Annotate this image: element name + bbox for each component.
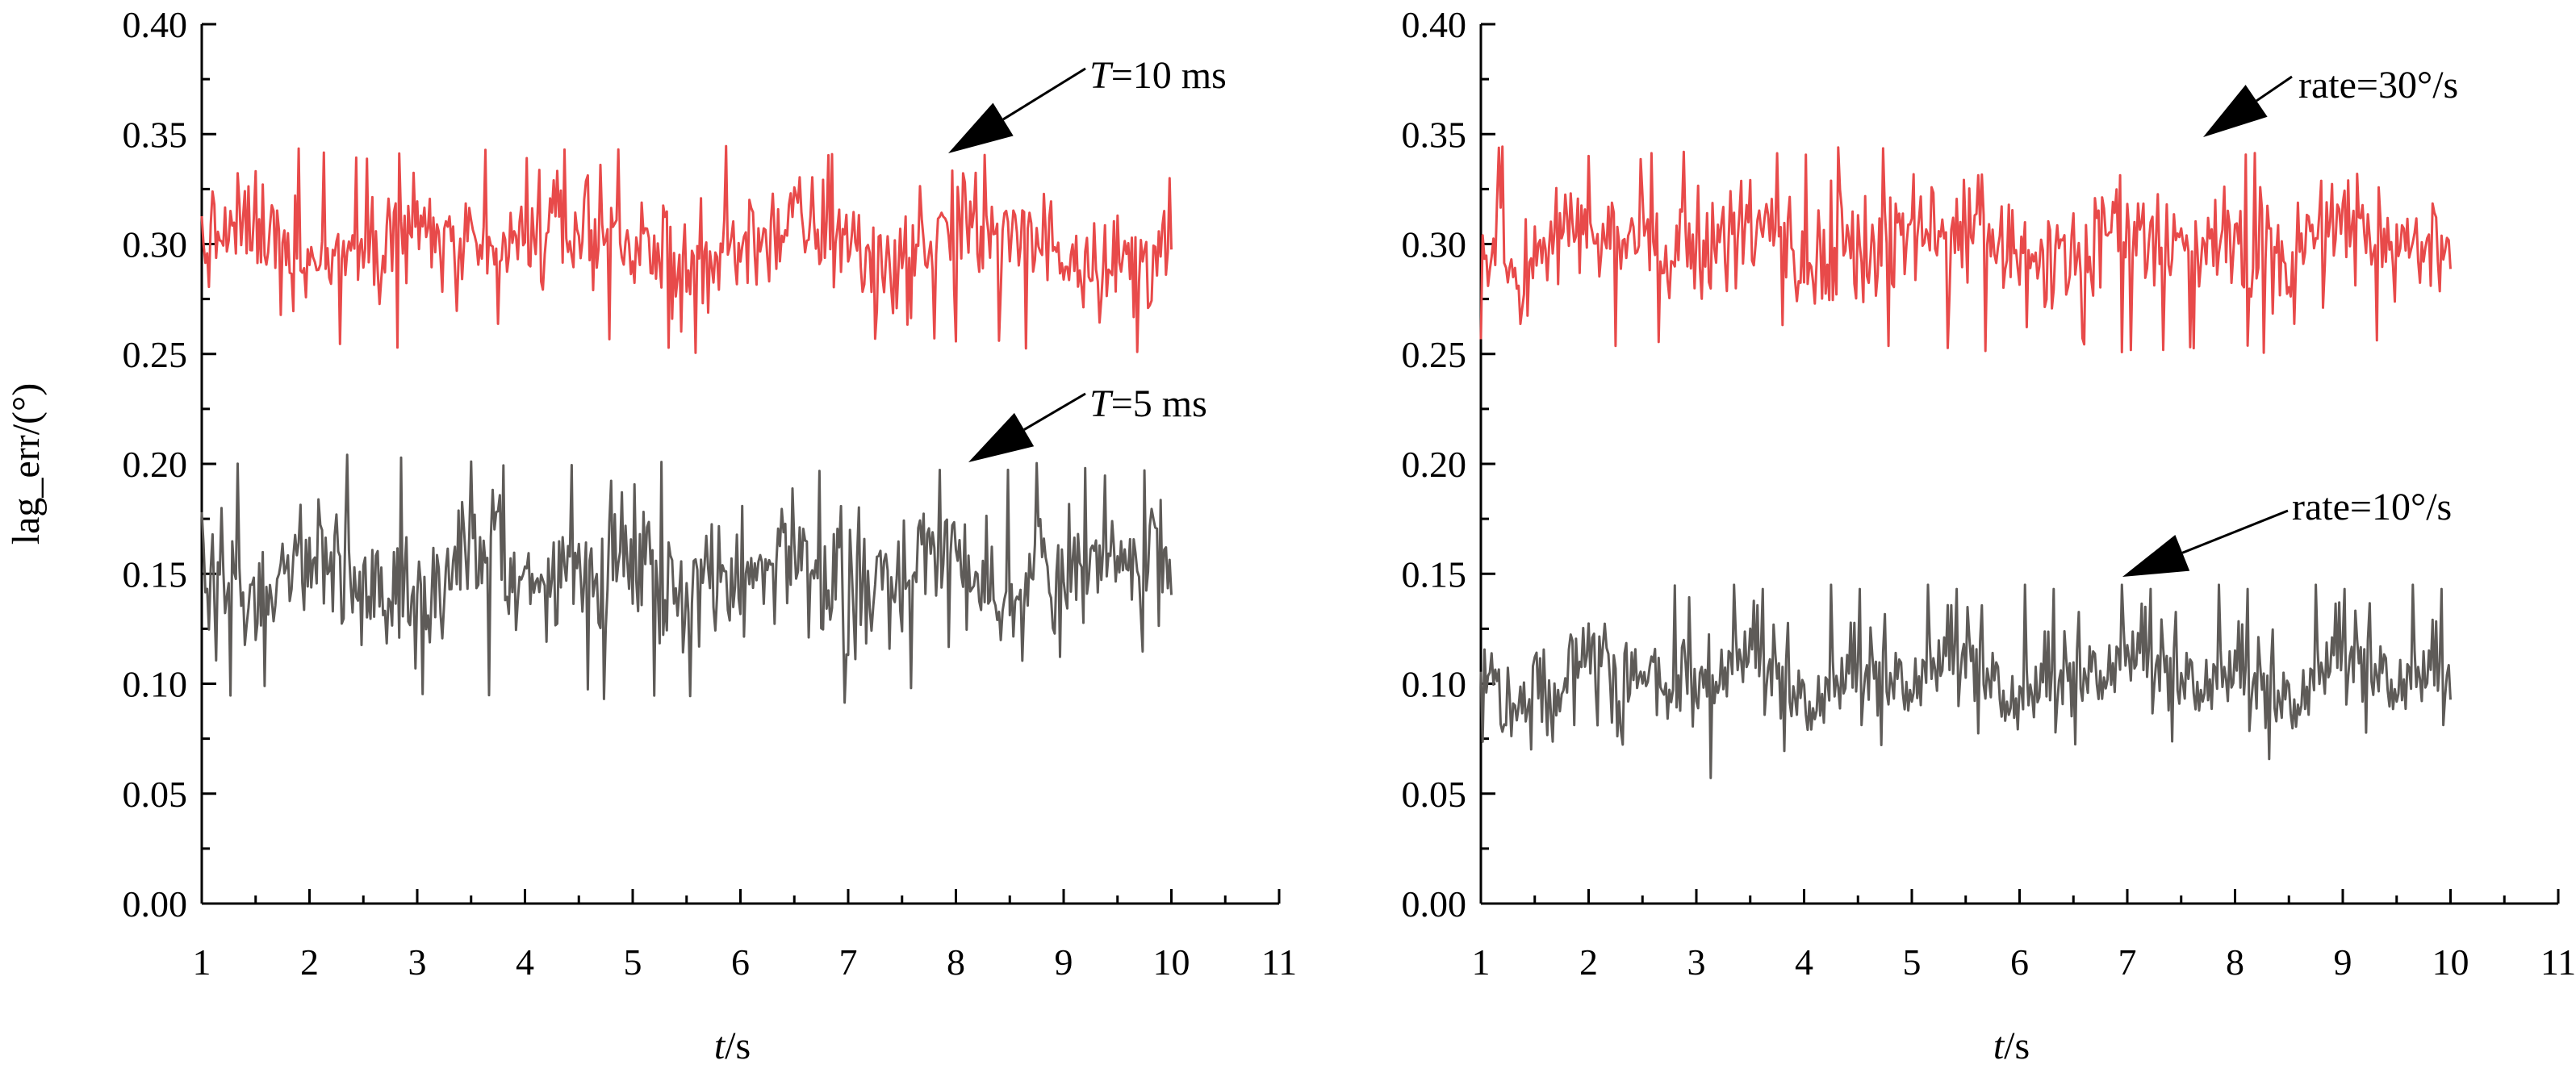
x-tick-label: 5 [624,941,642,983]
x-tick-label: 8 [947,941,965,983]
x-tick-label: 5 [1903,941,1922,983]
left-chart-panel: 1 2 3 4 5 6 7 8 9 10 11 0.00 0.05 0.10 0.15 0.20 0.25 0.3… [5,4,1297,1067]
x-tick-label: 1 [1472,941,1491,983]
x-axis-title: t/s [714,1025,751,1067]
y-tick-label: 0.05 [1402,774,1467,815]
y-tick-label: 0.00 [1402,883,1467,925]
x-tick-label: 4 [1795,941,1813,983]
x-tick-label: 6 [731,941,750,983]
x-tick-label: 1 [193,941,211,983]
y-tick-label: 0.35 [123,114,188,155]
x-tick-label: 6 [2010,941,2029,983]
annotation-label: T=10 ms [1089,54,1227,97]
right-chart-panel: 1 2 3 4 5 6 7 8 9 10 11 0.00 0.05 0.10 0.15 0.20 0.25 0.3… [1402,4,2576,1067]
series-line-lower [1479,583,2452,779]
x-tick-label: 4 [516,941,534,983]
y-tick-label: 0.15 [123,553,188,595]
y-tick-label: 0.30 [1402,224,1467,265]
x-axis-title: t/s [1993,1025,2030,1067]
x-tick-label: 7 [2118,941,2137,983]
y-tick-label: 0.05 [123,774,188,815]
series-line-upper [1479,145,2452,354]
y-tick-label: 0.20 [123,444,188,485]
x-tick-label: 11 [2540,941,2576,983]
x-tick-label: 9 [2334,941,2352,983]
y-tick-label: 0.10 [123,664,188,705]
x-tick-label: 11 [1261,941,1297,983]
y-tick-label: 0.00 [123,883,188,925]
x-tick-label: 3 [1687,941,1706,983]
x-tick-label: 3 [408,941,427,983]
annotation-label: rate=10°/s [2292,486,2452,528]
annotation-arrow-head [2203,85,2268,137]
annotation-arrow-head [2122,535,2190,577]
y-tick-label: 0.25 [123,334,188,375]
y-tick-label: 0.40 [123,4,188,45]
x-tick-label: 2 [1579,941,1598,983]
x-tick-label: 10 [1153,941,1190,983]
x-tick-label: 8 [2226,941,2244,983]
annotation-arrow-head [948,102,1014,153]
x-tick-label: 9 [1055,941,1073,983]
y-tick-label: 0.20 [1402,444,1467,485]
y-tick-label: 0.25 [1402,334,1467,375]
y-tick-label: 0.15 [1402,553,1467,595]
series-line-lower [200,453,1173,704]
y-axis-title: lag_err/(°) [5,383,48,545]
x-tick-label: 7 [839,941,858,983]
annotation-arrow-shaft [2181,509,2289,554]
annotation-label: rate=30°/s [2298,64,2458,106]
x-tick-label: 10 [2432,941,2469,983]
annotation-arrow-head [968,412,1035,462]
series-line-upper [200,144,1173,354]
y-tick-label: 0.10 [1402,664,1467,705]
y-tick-label: 0.35 [1402,114,1467,155]
annotation-arrow-shaft [1023,392,1086,431]
y-tick-label: 0.30 [123,224,188,265]
y-tick-label: 0.40 [1402,4,1467,45]
annotation-arrow-shaft [2256,75,2293,102]
annotation-arrow-shaft [1002,67,1086,121]
x-tick-label: 2 [300,941,319,983]
annotation-label: T=5 ms [1089,382,1207,425]
